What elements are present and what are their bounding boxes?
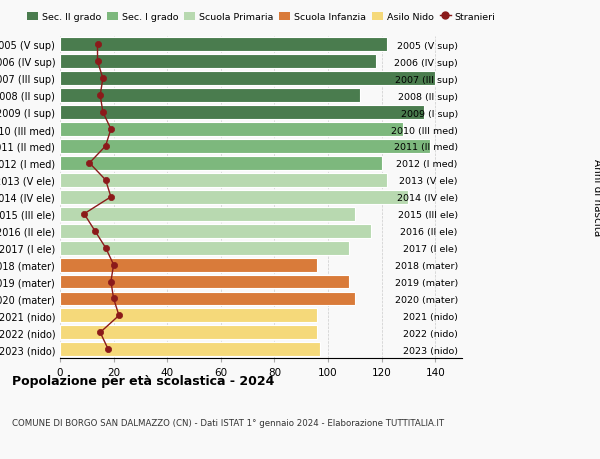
Text: Anni di nascita: Anni di nascita	[592, 159, 600, 236]
Bar	[60, 157, 382, 170]
Text: COMUNE DI BORGO SAN DALMAZZO (CN) - Dati ISTAT 1° gennaio 2024 - Elaborazione TU: COMUNE DI BORGO SAN DALMAZZO (CN) - Dati…	[12, 418, 444, 427]
Bar	[60, 292, 355, 306]
Bar	[60, 190, 409, 204]
Bar	[60, 55, 376, 69]
Bar	[60, 241, 349, 255]
Bar	[60, 106, 424, 120]
Bar	[60, 72, 435, 86]
Bar	[60, 258, 317, 272]
Bar	[60, 140, 430, 154]
Bar	[60, 326, 317, 340]
Text: Popolazione per età scolastica - 2024: Popolazione per età scolastica - 2024	[12, 374, 274, 387]
Bar	[60, 342, 320, 357]
Bar	[60, 38, 387, 52]
Bar	[60, 207, 355, 221]
Bar	[60, 89, 360, 103]
Bar	[60, 275, 349, 289]
Bar	[60, 224, 371, 238]
Bar	[60, 123, 403, 137]
Bar	[60, 309, 317, 323]
Bar	[60, 174, 387, 187]
Legend: Sec. II grado, Sec. I grado, Scuola Primaria, Scuola Infanzia, Asilo Nido, Stran: Sec. II grado, Sec. I grado, Scuola Prim…	[23, 9, 499, 26]
